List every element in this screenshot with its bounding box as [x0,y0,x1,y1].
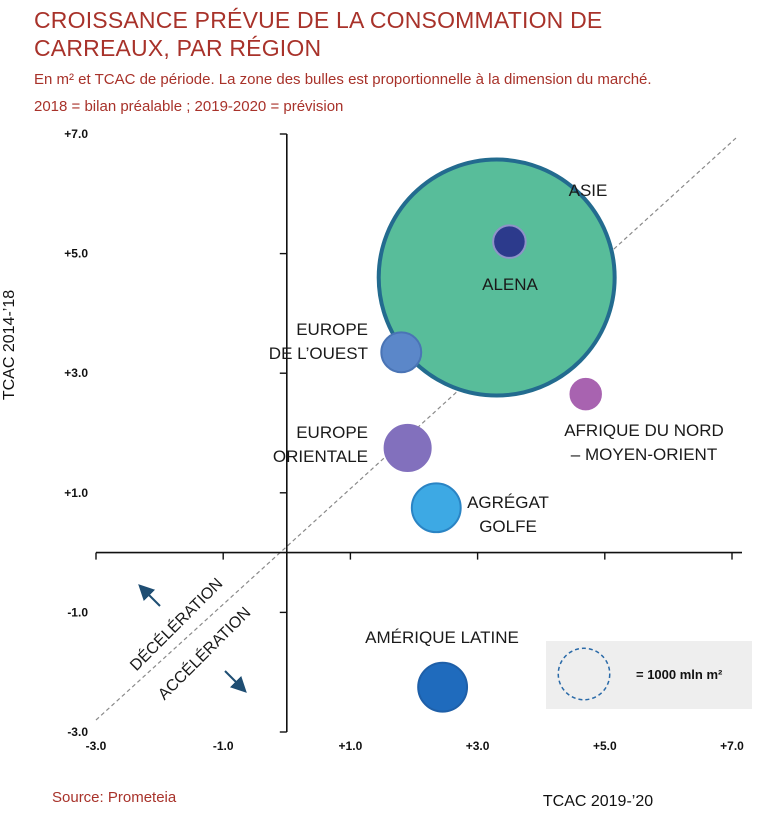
x-tick-label: -3.0 [86,739,107,753]
bubble-alena [492,224,527,259]
chart-subtitle-line1: En m² et TCAC de période. La zone des bu… [34,71,652,88]
y-tick-label: +7.0 [64,127,88,141]
bubble-afrique-du-nord-moyen-orient [569,377,602,411]
x-tick-label: +3.0 [466,739,490,753]
y-tick-label: +3.0 [64,366,88,380]
bubble-label: ORIENTALE [273,447,368,466]
legend-label: = 1000 mln m² [636,667,723,682]
legend-bubble [557,647,611,701]
y-tick-label: +5.0 [64,247,88,261]
y-tick-label: -3.0 [67,725,88,739]
bubble-label: ASIE [569,181,608,200]
source-note: Source: Prometeia [52,789,177,806]
y-axis-title: TCAC 2014-’18 [1,290,18,400]
chart-subtitle-line2: 2018 = bilan préalable ; 2019-2020 = pré… [34,98,344,115]
deceleration-arrow-icon [138,584,161,607]
x-tick-label: +7.0 [720,739,744,753]
bubble-agr-gat-golfe [410,482,462,534]
bubble-label: AMÉRIQUE LATINE [365,628,519,647]
bubble-label: DE L’OUEST [269,344,368,363]
x-axis-title: TCAC 2019-’20 [543,793,653,810]
bubble-am-rique-latine [417,661,469,713]
y-tick-label: +1.0 [64,486,88,500]
bubble-label: – MOYEN-ORIENT [571,445,717,464]
bubble-label: EUROPE [296,423,368,442]
bubble-europe-orientale [383,423,432,472]
bubble-label: AFRIQUE DU NORD [564,421,724,440]
acceleration-arrow-icon [224,670,247,693]
legend-box [546,641,752,709]
x-tick-label: -1.0 [213,739,234,753]
bubble-label: AGRÉGAT [467,493,549,512]
bubble-asie [376,157,617,398]
bubble-europe-de-l-ouest [380,331,423,374]
x-tick-label: +1.0 [339,739,363,753]
bubble-label: EUROPE [296,320,368,339]
chart-title: CROISSANCE PRÉVUE DE LA CONSOMMATION DE … [34,7,603,61]
bubble-label: ALENA [482,275,538,294]
x-tick-label: +5.0 [593,739,617,753]
y-tick-label: -1.0 [67,605,88,619]
bubble-label: GOLFE [479,517,537,536]
